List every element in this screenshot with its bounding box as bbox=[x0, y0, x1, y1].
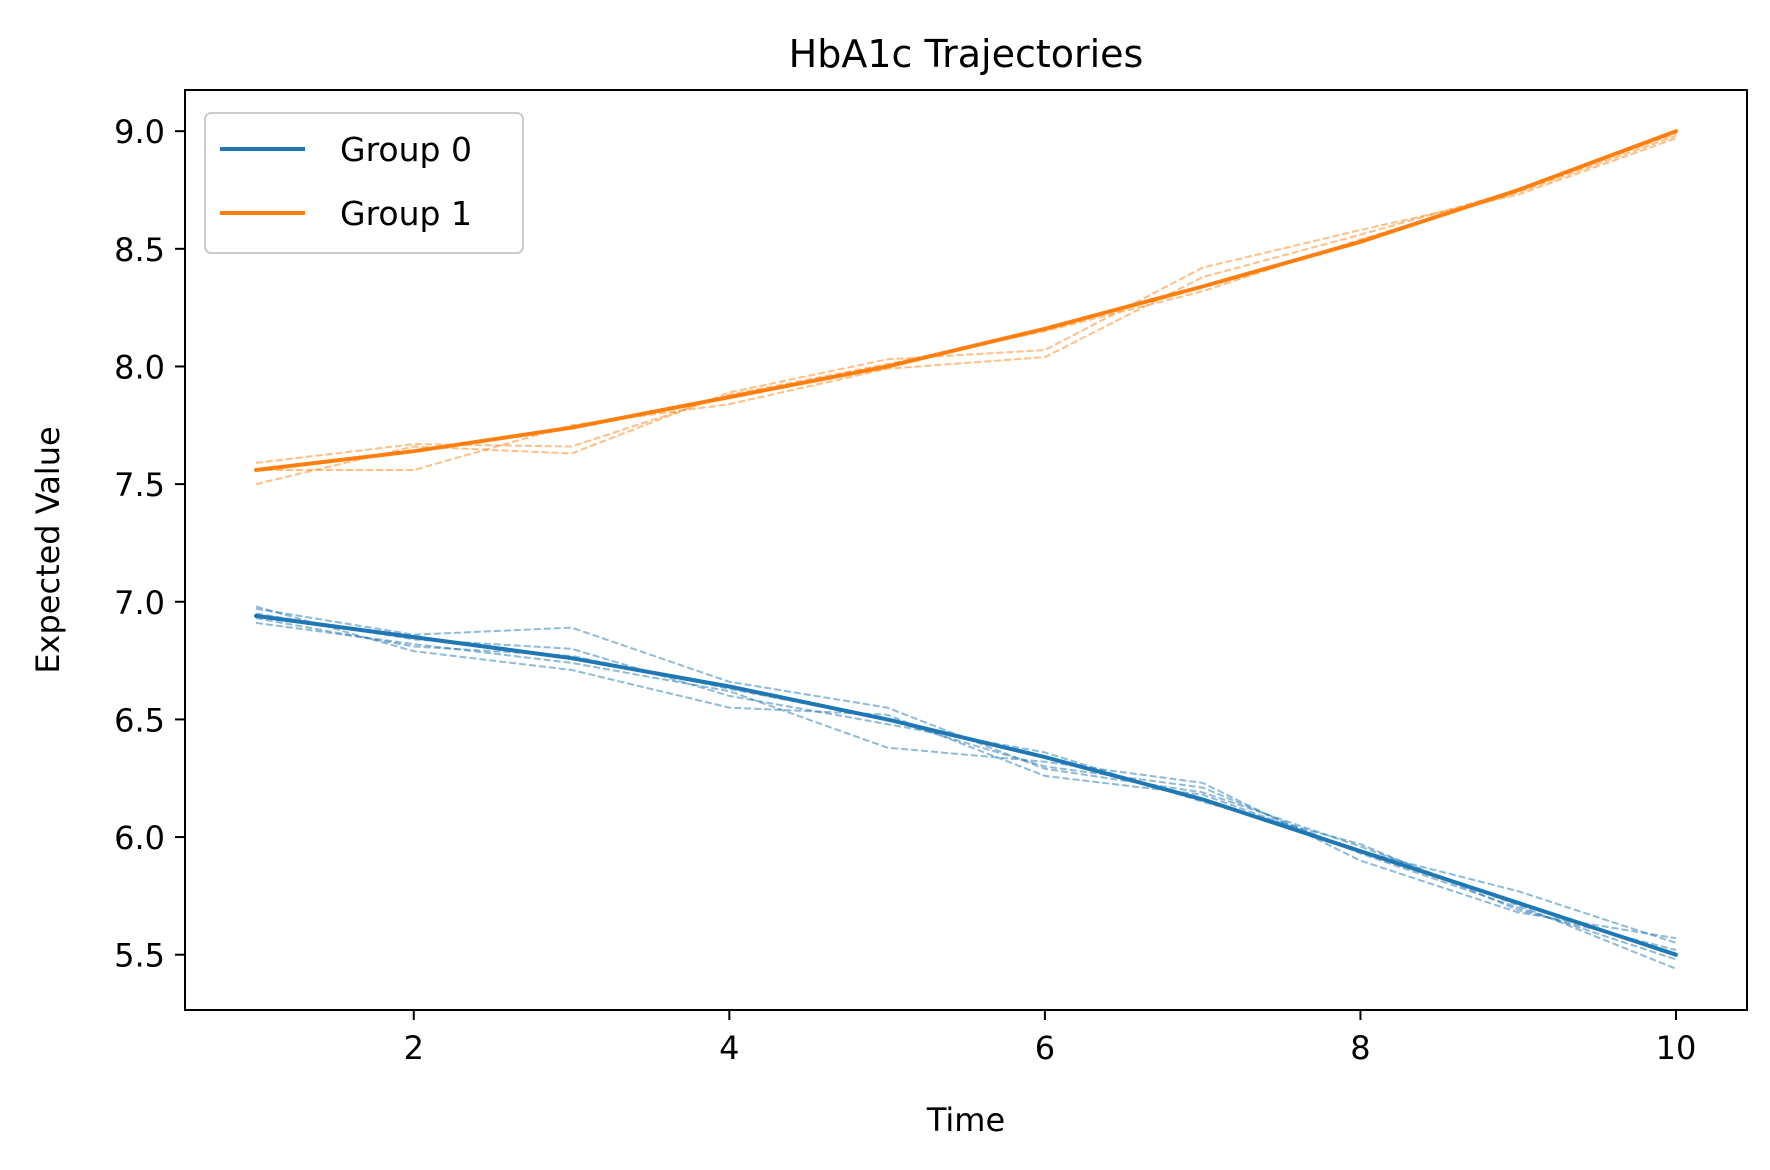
x-tick-label: 8 bbox=[1350, 1029, 1370, 1067]
legend-label-group-1: Group 1 bbox=[340, 194, 472, 233]
group-mean-lines bbox=[254, 129, 1678, 957]
y-tick-label: 8.5 bbox=[114, 231, 165, 269]
plot-frame bbox=[184, 89, 1748, 1011]
trajectory-line-4 bbox=[255, 612, 1677, 951]
y-tick-label: 8.0 bbox=[114, 348, 165, 386]
x-tick-label: 6 bbox=[1035, 1029, 1055, 1067]
x-tick-label: 4 bbox=[719, 1029, 739, 1067]
legend: Group 0 Group 1 bbox=[204, 112, 524, 254]
series-line-group-0 bbox=[254, 613, 1678, 957]
y-tick-label: 7.0 bbox=[114, 584, 165, 622]
y-tick-label: 7.5 bbox=[114, 466, 165, 504]
trajectory-line-5 bbox=[255, 617, 1677, 961]
x-tick-label: 10 bbox=[1656, 1029, 1697, 1067]
x-tick-label: 2 bbox=[404, 1029, 424, 1067]
y-axis: 5.5 6.0 6.5 7.0 7.5 8.0 8.5 9.0 bbox=[114, 113, 185, 975]
trajectory-line-6 bbox=[255, 137, 1677, 486]
x-axis-label: Time bbox=[926, 1101, 1005, 1139]
trajectory-line-7 bbox=[256, 132, 1677, 471]
y-tick-label: 6.5 bbox=[114, 701, 165, 739]
trajectory-line-3 bbox=[255, 605, 1677, 944]
y-tick-label: 6.0 bbox=[114, 819, 165, 857]
y-tick-label: 5.5 bbox=[114, 937, 165, 975]
individual-trajectories bbox=[255, 132, 1677, 970]
y-axis-label: Expected Value bbox=[29, 426, 67, 673]
chart-title: HbA1c Trajectories bbox=[789, 32, 1144, 76]
legend-label-group-0: Group 0 bbox=[340, 130, 472, 169]
trajectory-line-2 bbox=[255, 621, 1677, 940]
y-tick-label: 9.0 bbox=[114, 113, 165, 151]
series-line-group-1 bbox=[254, 129, 1678, 472]
x-axis: 2 4 6 8 10 bbox=[404, 1010, 1697, 1067]
trajectory-line-1 bbox=[255, 607, 1677, 970]
